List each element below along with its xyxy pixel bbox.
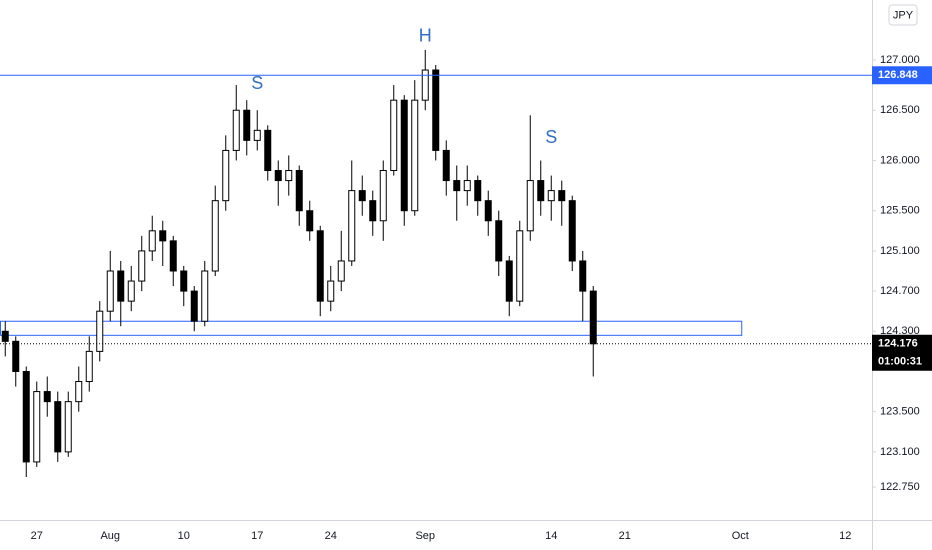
x-tick-label: 24 [325,530,337,542]
y-tick-label: 125.100 [880,245,920,257]
candle-body [202,271,208,321]
candle-body [149,231,155,251]
x-tick-label: 10 [178,530,190,542]
candle-body [548,191,554,201]
candle-body [97,311,103,351]
candle-body [485,201,491,221]
candle-body [160,231,166,241]
candle-body [443,150,449,180]
candle-body [118,271,124,301]
y-tick-label: 127.000 [880,54,920,66]
candle-body [44,392,50,402]
candle-body [76,382,82,402]
candle-body [170,241,176,271]
candle-body [391,100,397,170]
candle-body [223,150,229,200]
candle-body [496,221,502,261]
x-tick-label: Aug [100,530,120,542]
candle-body [23,371,29,461]
x-tick-label: 12 [839,530,851,542]
candle-body [380,171,386,221]
candle-body [212,201,218,271]
candle-body [559,191,565,201]
candle-body [464,181,470,191]
candle-body [359,191,365,201]
pattern-label: H [419,26,432,46]
y-tick-label: 125.500 [880,205,920,217]
x-tick-label: Sep [415,530,435,542]
candle-body [328,281,334,301]
candle-body [2,331,8,341]
candle-body [265,130,271,170]
y-tick-label: 126.000 [880,154,920,166]
y-tick-label: 123.500 [880,406,920,418]
candle-body [538,181,544,201]
candle-body [34,392,40,462]
candle-body [412,100,418,211]
candle-body [86,351,92,381]
chart: 127.000 126.500 126.000 125.500 125.100 124.7… [0,0,932,550]
candle-body [401,100,407,211]
candle-body [454,181,460,191]
candle-body [107,271,113,311]
x-tick-label: 27 [31,530,43,542]
candle-body [181,271,187,291]
candle-body [275,171,281,181]
candle-body [338,261,344,281]
candle-body [233,110,239,150]
candle-body [128,281,134,301]
candle-body [296,171,302,211]
x-tick-label: 14 [545,530,557,542]
candle-body [475,181,481,201]
candle-body [517,231,523,301]
candle-body [527,181,533,231]
last-price-label: 124.176 [878,338,918,350]
candle-body [580,261,586,291]
candle-body [13,341,19,371]
pattern-label: S [545,127,557,147]
countdown-label: 01:00:31 [878,356,922,368]
pattern-label: S [251,73,263,93]
y-tick-label: 123.100 [880,446,920,458]
candle-body [307,211,313,231]
candle-body [569,201,575,261]
x-tick-label: 17 [251,530,263,542]
candle-body [590,291,596,344]
candle-body [65,402,71,452]
candle-body [433,70,439,150]
candle-body [370,201,376,221]
candle-body [422,70,428,100]
candle-body [191,291,197,321]
currency-label: JPY [893,9,914,21]
x-tick-label: 21 [619,530,631,542]
candle-body [349,191,355,261]
candle-body [55,402,61,452]
x-tick-label: Oct [732,530,749,542]
resistance-price-label: 126.848 [878,69,918,81]
candle-body [317,231,323,301]
candle-body [286,171,292,181]
y-tick-label: 124.700 [880,285,920,297]
candle-body [254,130,260,140]
candle-body [244,110,250,140]
candle-body [139,251,145,281]
candle-body [506,261,512,301]
y-tick-label: 126.500 [880,104,920,116]
y-tick-label: 122.750 [880,481,920,493]
